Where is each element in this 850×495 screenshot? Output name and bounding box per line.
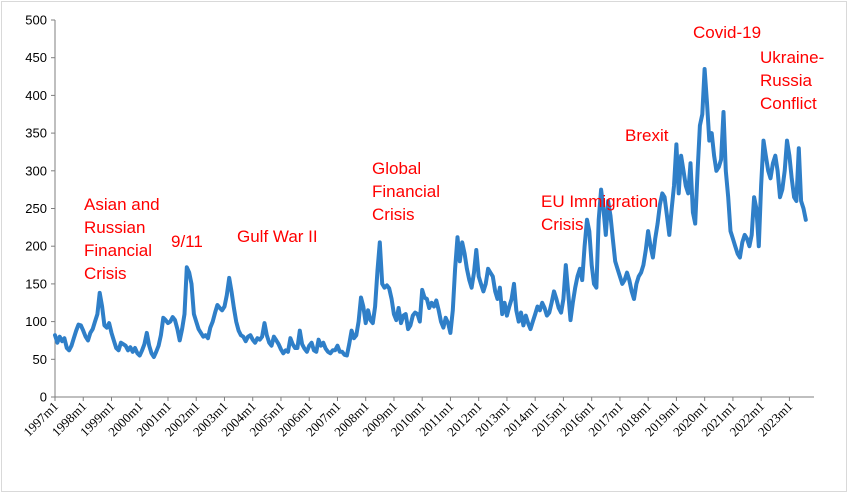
annotation-line: Crisis — [541, 215, 584, 234]
annotation-brexit: Brexit — [625, 126, 669, 145]
annotation-line: Crisis — [84, 264, 127, 283]
annotation-line: Russian — [84, 218, 145, 237]
annotation-line: Gulf War II — [237, 227, 318, 246]
annotation-line: Ukraine- — [760, 48, 824, 67]
y-tick-label: 100 — [25, 314, 47, 329]
annotation-line: Russia — [760, 71, 813, 90]
annotation-gfc: Global Financial Crisis — [372, 159, 440, 224]
y-tick-label: 300 — [25, 163, 47, 178]
y-tick-label: 400 — [25, 88, 47, 103]
annotation-line: Financial — [84, 241, 152, 260]
y-axis-ticks: 0 50 100 150 200 250 300 350 400 450 500 — [25, 13, 55, 405]
annotation-covid: Covid-19 — [693, 23, 761, 42]
annotation-line: Global — [372, 159, 421, 178]
x-axis-ticks: 1997m11998m11999m12000m12001m12002m12003… — [20, 397, 796, 439]
annotation-line: Crisis — [372, 205, 415, 224]
annotation-line: EU Immigration — [541, 192, 658, 211]
axes — [54, 20, 814, 398]
annotation-ukraine: Ukraine- Russia Conflict — [760, 48, 824, 113]
y-tick-label: 350 — [25, 126, 47, 141]
y-tick-label: 150 — [25, 276, 47, 291]
annotation-asian: Asian and Russian Financial Crisis — [84, 195, 160, 283]
annotation-line: Covid-19 — [693, 23, 761, 42]
annotation-nine-eleven: 9/11 — [171, 232, 203, 251]
y-tick-label: 200 — [25, 239, 47, 254]
series-group — [53, 67, 808, 359]
y-tick-label: 250 — [25, 201, 47, 216]
annotation-line: 9/11 — [171, 232, 203, 251]
annotation-eu-immigration: EU Immigration Crisis — [541, 192, 658, 234]
y-tick-label: 500 — [25, 13, 47, 28]
annotations: Asian and Russian Financial Crisis 9/11 Gulf … — [84, 23, 824, 283]
annotation-line: Financial — [372, 182, 440, 201]
annotation-gulf-war: Gulf War II — [237, 227, 318, 246]
annotation-line: Brexit — [625, 126, 669, 145]
series-line — [53, 67, 808, 359]
y-tick-label: 450 — [25, 50, 47, 65]
y-tick-label: 50 — [33, 352, 47, 367]
annotation-line: Asian and — [84, 195, 160, 214]
y-tick-label: 0 — [40, 390, 47, 405]
annotation-line: Conflict — [760, 94, 817, 113]
